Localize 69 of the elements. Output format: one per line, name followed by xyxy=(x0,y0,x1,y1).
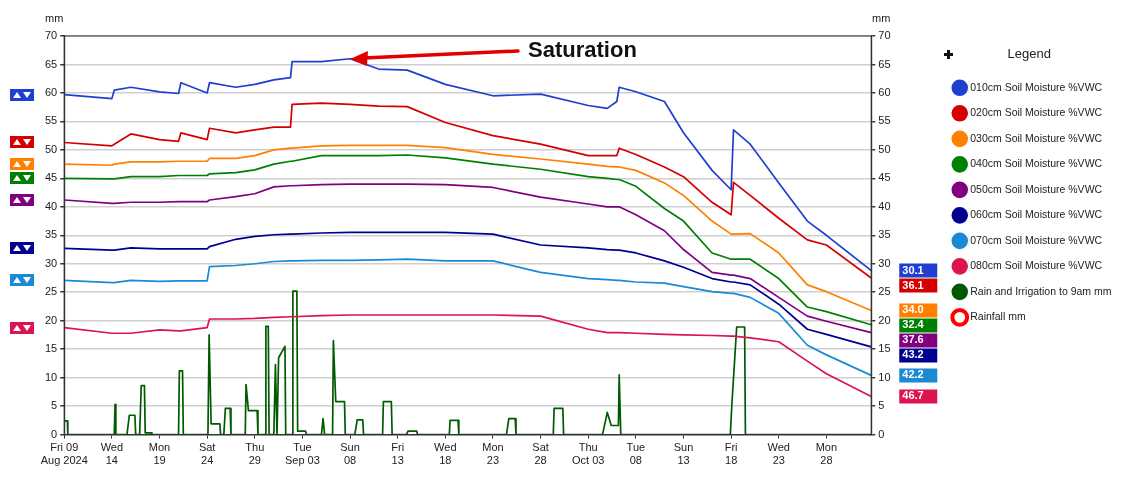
y-tick-label: 50 xyxy=(44,142,58,155)
y2-tick-label: 70 xyxy=(878,29,891,42)
y-tick-label: 70 xyxy=(44,29,58,42)
legend-label: 050cm Soil Moisture %VWC xyxy=(970,182,1103,195)
y-tick-label: 30 xyxy=(44,256,58,269)
y-tick-label: 40 xyxy=(44,199,58,212)
y-tick-label: 35 xyxy=(44,228,58,241)
x-tick-label: Wed 14 xyxy=(100,441,124,467)
y-tick-label: 65 xyxy=(44,57,58,70)
annotation: Saturation xyxy=(528,36,637,62)
legend-label: 020cm Soil Moisture %VWC xyxy=(970,106,1103,119)
x-tick-label: Mon 23 xyxy=(482,441,504,467)
legend-label: Rain and Irrigation to 9am mm xyxy=(970,284,1112,297)
text: 30.1 xyxy=(902,263,924,276)
y2-tick-label: 60 xyxy=(878,85,891,98)
y-tick-label: 0 xyxy=(51,427,58,440)
x-tick-label: Sun 08 xyxy=(340,441,360,467)
y2-tick-label: 65 xyxy=(878,57,891,70)
y-tick-label: 10 xyxy=(44,370,58,383)
legend-label: 060cm Soil Moisture %VWC xyxy=(970,208,1103,221)
x-tick-label: Mon 28 xyxy=(815,441,838,467)
y2-tick-label: 5 xyxy=(878,399,885,412)
y2-axis-title: mm xyxy=(872,11,891,24)
y-tick-label: 15 xyxy=(44,342,58,355)
text: 46.7 xyxy=(902,389,924,402)
legend-label: Rainfall mm xyxy=(970,310,1026,323)
y2-tick-label: 20 xyxy=(878,313,891,326)
y2-tick-label: 50 xyxy=(878,142,891,155)
text: 43.2 xyxy=(902,348,924,361)
legend-title: Legend xyxy=(1007,46,1051,62)
x-tick-label: Sat 24 xyxy=(198,441,216,467)
x-tick-label: Fri 09 Aug 2024 xyxy=(40,441,88,467)
x-tick-label: Wed 18 xyxy=(434,441,457,467)
text: 34.0 xyxy=(902,303,924,316)
y2-tick-label: 0 xyxy=(878,427,885,440)
x-tick-label: Tue 08 xyxy=(626,441,646,467)
x-tick-label: Fri 13 xyxy=(391,441,405,467)
x-tick-label: Sun 13 xyxy=(673,441,694,467)
y-tick-label: 55 xyxy=(44,114,58,127)
y2-tick-label: 40 xyxy=(878,199,891,212)
y2-tick-label: 35 xyxy=(878,228,891,241)
text: 32.4 xyxy=(902,318,925,331)
text: 42.2 xyxy=(902,368,924,381)
x-tick-label: Thu Oct 03 xyxy=(572,441,605,467)
y2-tick-label: 10 xyxy=(878,370,891,383)
y2-tick-label: 55 xyxy=(878,114,891,127)
y-tick-label: 60 xyxy=(44,85,58,98)
y2-tick-label: 45 xyxy=(878,171,891,184)
legend-label: 040cm Soil Moisture %VWC xyxy=(970,157,1103,170)
x-tick-label: Wed 23 xyxy=(767,441,790,467)
legend-label: 080cm Soil Moisture %VWC xyxy=(970,259,1103,272)
y-tick-label: 20 xyxy=(44,313,58,326)
x-tick-label: Sat 28 xyxy=(532,441,549,467)
y2-tick-label: 25 xyxy=(878,285,891,298)
x-tick-label: Mon 19 xyxy=(148,441,171,467)
y-tick-label: 45 xyxy=(44,171,58,184)
text: 37.6 xyxy=(902,333,924,346)
y2-tick-label: 30 xyxy=(878,256,891,269)
x-tick-label: Tue Sep 03 xyxy=(284,441,320,467)
y2-tick-label: 15 xyxy=(878,342,891,355)
x-tick-label: Thu 29 xyxy=(245,441,265,467)
y-tick-label: 5 xyxy=(51,399,58,412)
y-axis-title: mm xyxy=(45,11,64,24)
y-tick-label: 25 xyxy=(44,285,58,298)
x-tick-label: Fri 18 xyxy=(724,441,738,467)
legend-label: 030cm Soil Moisture %VWC xyxy=(970,131,1103,144)
legend-label: 010cm Soil Moisture %VWC xyxy=(970,80,1103,93)
legend-label: 070cm Soil Moisture %VWC xyxy=(970,233,1103,246)
text: 36.1 xyxy=(902,278,924,291)
